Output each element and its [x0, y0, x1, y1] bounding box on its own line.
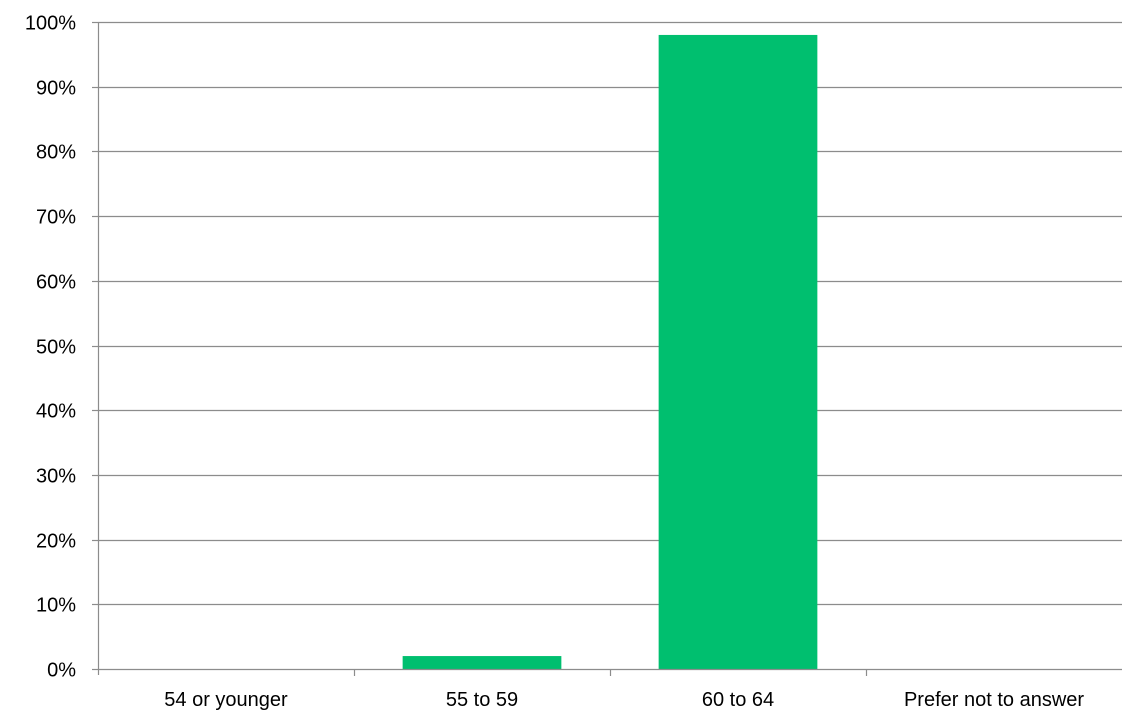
y-tick-label-70: 70%: [36, 207, 76, 229]
x-tick-label-3: Prefer not to answer: [904, 689, 1084, 711]
y-tick-label-80: 80%: [36, 142, 76, 164]
y-tick-label-60: 60%: [36, 272, 76, 294]
y-tick-label-0: 0%: [47, 660, 76, 682]
y-tick-label-10: 10%: [36, 595, 76, 617]
y-tick-label-100: 100%: [25, 13, 76, 35]
x-tick-label-2: 60 to 64: [702, 689, 774, 711]
bar-2: [658, 34, 818, 669]
y-tick-label-20: 20%: [36, 531, 76, 553]
y-axis-tick-labels: 0% 10% 20% 30% 40% 50% 60% 70% 80% 90% 100%: [25, 13, 76, 682]
x-tick-label-1: 55 to 59: [446, 689, 518, 711]
bar-1: [402, 656, 562, 669]
y-tick-label-30: 30%: [36, 466, 76, 488]
y-tick-label-90: 90%: [36, 78, 76, 100]
y-tick-label-50: 50%: [36, 337, 76, 359]
axes: [92, 21, 1122, 676]
bars: [402, 34, 818, 669]
x-tick-label-0: 54 or younger: [164, 689, 288, 711]
y-tick-label-40: 40%: [36, 401, 76, 423]
gridlines: [98, 21, 1122, 606]
x-axis-tick-labels: 54 or younger 55 to 59 60 to 64 Prefer not …: [164, 689, 1084, 711]
